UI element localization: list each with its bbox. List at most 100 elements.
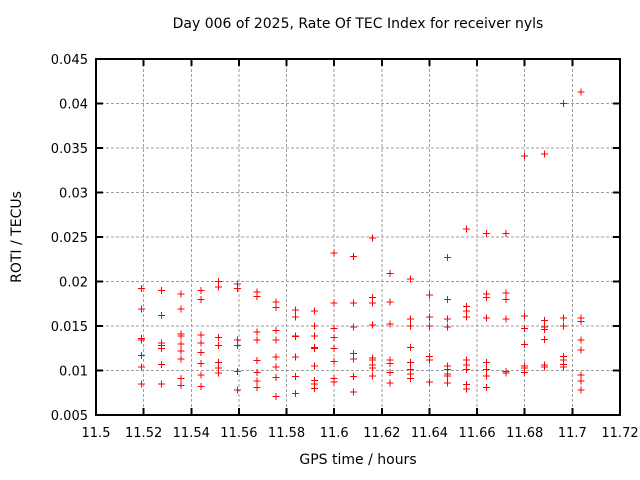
data-point-marker: [292, 373, 300, 381]
data-point-marker: [483, 358, 491, 366]
data-point-marker: [253, 368, 261, 376]
data-point-marker: [330, 344, 338, 352]
data-point-marker: [158, 286, 166, 294]
data-point-marker: [310, 362, 318, 370]
x-tick-label: 11.5: [82, 426, 111, 441]
data-point-marker: [138, 305, 146, 313]
data-point-marker: [349, 253, 357, 261]
data-point-marker: [272, 353, 280, 361]
data-point-marker: [560, 322, 568, 330]
data-point-marker: [502, 229, 510, 237]
data-point-marker: [369, 234, 377, 242]
data-point-marker: [369, 364, 377, 372]
data-point-marker: [177, 347, 185, 355]
data-point-marker: [138, 351, 146, 359]
data-point-marker: [349, 388, 357, 396]
data-point-marker: [330, 249, 338, 257]
data-point-marker: [272, 326, 280, 334]
data-point-marker: [214, 342, 222, 350]
data-point-marker: [540, 363, 548, 371]
data-point-marker: [443, 315, 451, 323]
data-point-marker: [310, 322, 318, 330]
data-point-marker: [407, 358, 415, 366]
data-point-marker: [310, 384, 318, 392]
data-point-marker: [463, 385, 471, 393]
y-tick-label: 0.025: [51, 231, 88, 246]
data-point-marker: [138, 363, 146, 371]
data-point-marker: [577, 386, 585, 394]
data-point-marker: [407, 343, 415, 351]
y-tick-label: 0.015: [51, 320, 88, 335]
x-tick-label: 11.58: [268, 426, 305, 441]
data-point-marker: [253, 293, 261, 301]
data-point-marker: [407, 275, 415, 283]
gridlines: [96, 59, 620, 415]
data-point-marker: [292, 306, 300, 314]
data-point-marker: [310, 332, 318, 340]
data-point-marker: [158, 344, 166, 352]
x-tick-label: 11.62: [363, 426, 400, 441]
data-point-marker: [234, 367, 242, 375]
y-tick-label: 0.03: [59, 187, 88, 202]
data-point-marker: [349, 323, 357, 331]
data-point-marker: [214, 369, 222, 377]
data-point-marker: [483, 366, 491, 374]
data-point-marker: [577, 371, 585, 379]
y-tick-label: 0.02: [59, 276, 88, 291]
data-point-marker: [292, 333, 300, 341]
data-point-marker: [177, 382, 185, 390]
data-point-marker: [577, 336, 585, 344]
data-point-marker: [560, 363, 568, 371]
x-axis-label: GPS time / hours: [299, 452, 416, 468]
data-point-marker: [292, 313, 300, 321]
data-point-marker: [407, 322, 415, 330]
data-point-marker: [310, 344, 318, 352]
data-point-marker: [272, 303, 280, 311]
data-point-marker: [369, 299, 377, 307]
data-point-marker: [483, 294, 491, 302]
x-tick-label: 11.6: [320, 426, 349, 441]
data-point-marker: [158, 380, 166, 388]
data-point-marker: [443, 379, 451, 387]
x-tick-label: 11.52: [125, 426, 162, 441]
data-point-marker: [214, 283, 222, 291]
data-point-marker: [502, 369, 510, 377]
data-point-marker: [483, 314, 491, 322]
data-point-marker: [443, 372, 451, 380]
data-point-marker: [177, 375, 185, 383]
data-point-marker: [369, 321, 377, 329]
data-point-marker: [407, 315, 415, 323]
data-point-marker: [349, 299, 357, 307]
data-points: [138, 88, 585, 400]
data-point-marker: [330, 325, 338, 333]
data-point-marker: [463, 366, 471, 374]
data-point-marker: [425, 322, 433, 330]
data-point-marker: [197, 339, 205, 347]
y-tick-label: 0.005: [51, 409, 88, 424]
data-point-marker: [197, 349, 205, 357]
data-point-marker: [349, 373, 357, 381]
data-point-marker: [234, 342, 242, 350]
data-point-marker: [158, 360, 166, 368]
y-axis-label: ROTI / TECUs: [9, 191, 25, 283]
data-point-marker: [369, 372, 377, 380]
data-point-marker: [483, 383, 491, 391]
data-point-marker: [272, 363, 280, 371]
data-point-marker: [386, 379, 394, 387]
data-point-marker: [197, 359, 205, 367]
data-point-marker: [425, 313, 433, 321]
data-point-marker: [253, 336, 261, 344]
data-point-marker: [425, 356, 433, 364]
x-tick-label: 11.54: [173, 426, 210, 441]
x-tick-label: 11.68: [506, 426, 543, 441]
data-point-marker: [177, 340, 185, 348]
data-point-marker: [502, 315, 510, 323]
data-point-marker: [272, 374, 280, 382]
data-point-marker: [330, 334, 338, 342]
y-tick-label: 0.035: [51, 142, 88, 157]
data-point-marker: [349, 355, 357, 363]
data-point-marker: [483, 229, 491, 237]
data-point-marker: [253, 377, 261, 385]
data-point-marker: [540, 150, 548, 158]
